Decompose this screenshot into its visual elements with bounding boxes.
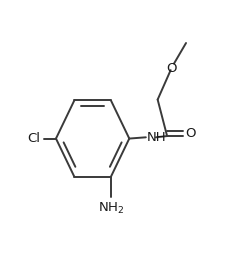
Text: Cl: Cl xyxy=(28,132,41,145)
Text: O: O xyxy=(166,62,177,75)
Text: O: O xyxy=(185,127,195,140)
Text: NH: NH xyxy=(147,131,167,144)
Text: NH$_2$: NH$_2$ xyxy=(98,200,124,216)
